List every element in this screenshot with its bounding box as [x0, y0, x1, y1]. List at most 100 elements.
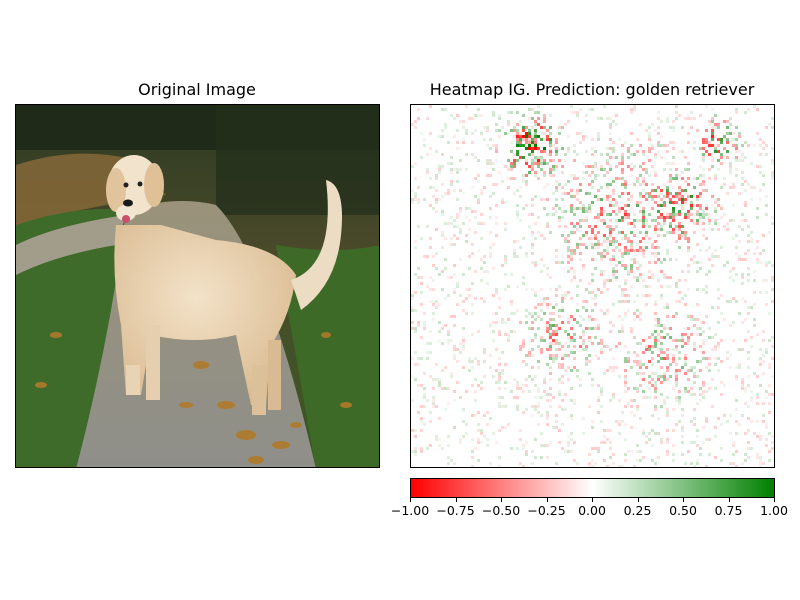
heatmap-cell [531, 198, 534, 201]
heatmap-cell [489, 159, 492, 162]
heatmap-cell [570, 351, 573, 354]
heatmap-cell [411, 297, 414, 300]
heatmap-cell [504, 363, 507, 366]
heatmap-cell [582, 171, 585, 174]
heatmap-cell [573, 357, 576, 360]
heatmap-cell [639, 417, 642, 420]
heatmap-cell [519, 144, 522, 147]
heatmap-cell [663, 195, 666, 198]
heatmap-cell [588, 291, 591, 294]
heatmap-cell [741, 321, 744, 324]
heatmap-cell [627, 294, 630, 297]
heatmap-cell [639, 360, 642, 363]
heatmap-cell [672, 360, 675, 363]
heatmap-cell [537, 165, 540, 168]
heatmap-cell [624, 267, 627, 270]
heatmap-cell [456, 129, 459, 132]
heatmap-cell [702, 189, 705, 192]
heatmap-cell [549, 399, 552, 402]
heatmap-cell [711, 378, 714, 381]
heatmap-cell [582, 162, 585, 165]
heatmap-cell [507, 423, 510, 426]
heatmap-cell [540, 156, 543, 159]
heatmap-cell [507, 120, 510, 123]
heatmap-cell [747, 330, 750, 333]
heatmap-cell [642, 177, 645, 180]
heatmap-cell [438, 198, 441, 201]
heatmap-cell [534, 384, 537, 387]
heatmap-cell [717, 198, 720, 201]
heatmap-cell [423, 255, 426, 258]
heatmap-cell [444, 387, 447, 390]
heatmap-cell [690, 393, 693, 396]
heatmap-cell [576, 177, 579, 180]
heatmap-cell [669, 126, 672, 129]
heatmap-cell [483, 414, 486, 417]
heatmap-cell [549, 231, 552, 234]
heatmap-cell [600, 270, 603, 273]
heatmap-cell [417, 186, 420, 189]
heatmap-cell [660, 285, 663, 288]
heatmap-cell [420, 156, 423, 159]
heatmap-cell [423, 393, 426, 396]
heatmap-cell [486, 159, 489, 162]
heatmap-cell [555, 150, 558, 153]
heatmap-cell [666, 408, 669, 411]
heatmap-cell [603, 237, 606, 240]
heatmap-cell [699, 447, 702, 450]
heatmap-cell [450, 156, 453, 159]
heatmap-cell [696, 219, 699, 222]
heatmap-cell [435, 228, 438, 231]
heatmap-cell [438, 135, 441, 138]
heatmap-cell [570, 327, 573, 330]
heatmap-cell [414, 327, 417, 330]
heatmap-cell [648, 138, 651, 141]
heatmap-cell [642, 363, 645, 366]
heatmap-cell [684, 372, 687, 375]
heatmap-cell [543, 171, 546, 174]
heatmap-cell [552, 324, 555, 327]
heatmap-cell [594, 336, 597, 339]
heatmap-cell [669, 162, 672, 165]
heatmap-cell [549, 336, 552, 339]
heatmap-cell [600, 210, 603, 213]
heatmap-cell [705, 105, 708, 108]
heatmap-cell [768, 402, 771, 405]
heatmap-cell [570, 111, 573, 114]
heatmap-cell [444, 126, 447, 129]
heatmap-cell [555, 198, 558, 201]
heatmap-cell [555, 426, 558, 429]
heatmap-cell [687, 132, 690, 135]
heatmap-cell [504, 255, 507, 258]
heatmap-cell [699, 393, 702, 396]
heatmap-cell [585, 288, 588, 291]
heatmap-cell [468, 267, 471, 270]
heatmap-cell [687, 162, 690, 165]
heatmap-cell [459, 342, 462, 345]
heatmap-cell [561, 357, 564, 360]
heatmap-cell [618, 342, 621, 345]
heatmap-cell [531, 450, 534, 453]
heatmap-cell [705, 237, 708, 240]
heatmap-cell [672, 126, 675, 129]
heatmap-cell [567, 261, 570, 264]
heatmap-cell [525, 378, 528, 381]
heatmap-cell [702, 141, 705, 144]
heatmap-cell [585, 114, 588, 117]
heatmap-cell [582, 207, 585, 210]
heatmap-cell [588, 204, 591, 207]
heatmap-cell [645, 435, 648, 438]
heatmap-cell [564, 153, 567, 156]
heatmap-cell [750, 231, 753, 234]
heatmap-cell [549, 144, 552, 147]
heatmap-cell [624, 246, 627, 249]
heatmap-cell [687, 117, 690, 120]
heatmap-cell [516, 123, 519, 126]
heatmap-cell [618, 432, 621, 435]
heatmap-cell [531, 339, 534, 342]
heatmap-cell [723, 225, 726, 228]
heatmap-cell [432, 312, 435, 315]
heatmap-cell [564, 294, 567, 297]
heatmap-cell [618, 177, 621, 180]
heatmap-cell [516, 381, 519, 384]
